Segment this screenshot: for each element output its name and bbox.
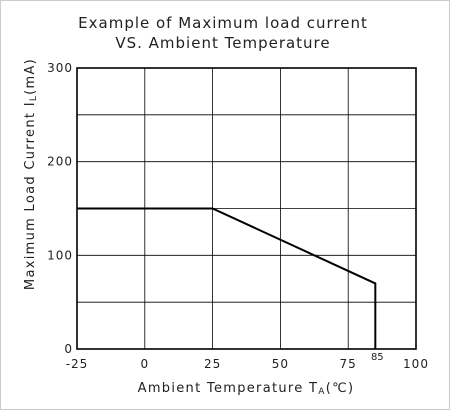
x-tick-label: 75 xyxy=(340,357,357,371)
x-axis-label-subscript: A xyxy=(318,387,325,397)
y-tick-label: 200 xyxy=(47,155,73,169)
plot-frame xyxy=(76,67,417,350)
x-tick-label: 25 xyxy=(204,357,221,371)
x-axis-label-main: Ambient Temperature T xyxy=(138,381,319,396)
derating-curve-line xyxy=(77,207,377,349)
y-axis-label-unit: (mA) xyxy=(23,58,38,95)
chart-title-line-1: Example of Maximum load current xyxy=(78,14,368,32)
x-tick-label: 0 xyxy=(140,357,149,371)
x-tick-label: 50 xyxy=(272,357,289,371)
y-tick-label: 300 xyxy=(47,61,73,75)
x-axis-label-unit: (℃) xyxy=(326,381,355,396)
y-tick-label: 100 xyxy=(47,248,73,262)
y-axis-label: Maximum Load Current IL(mA) xyxy=(23,58,39,290)
y-axis-label-subscript: L xyxy=(29,95,39,101)
y-axis-label-main: Maximum Load Current I xyxy=(23,101,38,290)
annotation-85: 85 xyxy=(371,352,384,363)
x-tick-label: -25 xyxy=(66,357,89,371)
series-layer xyxy=(77,207,377,349)
y-tick-label: 0 xyxy=(64,342,73,356)
x-axis-label: Ambient Temperature TA(℃) xyxy=(138,381,355,397)
x-tick-label: 100 xyxy=(403,357,429,371)
chart-title-line-2: VS. Ambient Temperature xyxy=(115,34,330,52)
